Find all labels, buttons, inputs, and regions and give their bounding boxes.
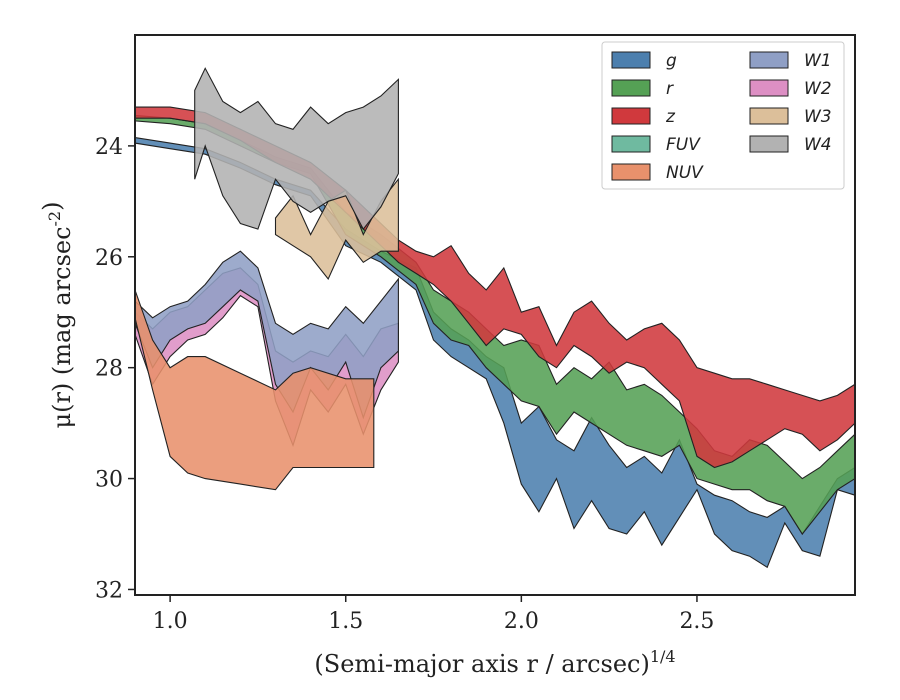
- x-tick-label: 1.0: [153, 609, 188, 634]
- x-tick-label: 2.5: [679, 609, 714, 634]
- legend-label-w3: W3: [804, 107, 832, 127]
- bands-layer: [134, 67, 856, 569]
- y-tick-label: 28: [95, 357, 123, 382]
- legend-swatch-w4: [749, 135, 789, 153]
- legend-swatch-r: [611, 79, 651, 97]
- legend-swatch-g: [611, 51, 651, 69]
- legend-swatch-w3: [749, 107, 789, 125]
- y-axis-ticks: 24 26 28 30 32: [95, 135, 135, 603]
- legend-label-r: r: [666, 79, 674, 99]
- x-tick-label: 1.5: [328, 609, 363, 634]
- x-tick-label: 2.0: [504, 609, 539, 634]
- legend-swatch-fuv: [611, 135, 651, 153]
- legend-label-w1: W1: [804, 51, 832, 71]
- band-w4: [194, 67, 399, 231]
- legend-label-z: z: [665, 107, 676, 127]
- legend-label-w2: W2: [804, 79, 832, 99]
- band-nuv: [134, 289, 375, 491]
- band-w3: [274, 177, 399, 281]
- plot-frame: [134, 34, 856, 596]
- y-tick-label: 30: [95, 468, 123, 493]
- y-tick-label: 26: [95, 246, 123, 271]
- legend-swatch-z: [611, 107, 651, 125]
- legend-label-fuv: FUV: [666, 135, 701, 155]
- legend-swatch-w2: [749, 79, 789, 97]
- y-axis-label: μ(r) (mag arcsec-2): [38, 202, 76, 429]
- legend: grz FUV NUV W1 W2 W3 W4: [601, 41, 845, 190]
- legend-swatch-w1: [749, 51, 789, 69]
- legend-swatch-nuv: [611, 163, 651, 181]
- legend-label-w4: W4: [804, 135, 832, 155]
- legend-label-g: g: [666, 51, 677, 71]
- x-axis-ticks: 1.0 1.5 2.0 2.5: [153, 595, 714, 634]
- y-tick-label: 32: [95, 578, 123, 603]
- y-tick-label: 24: [95, 135, 123, 160]
- legend-label-nuv: NUV: [666, 163, 704, 183]
- x-axis-label: (Semi-major axis r / arcsec)1/4: [314, 647, 675, 678]
